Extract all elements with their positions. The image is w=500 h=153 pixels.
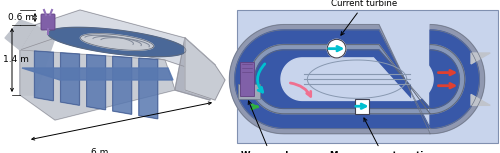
- Polygon shape: [235, 30, 480, 128]
- Polygon shape: [281, 58, 433, 100]
- Polygon shape: [48, 27, 186, 57]
- Polygon shape: [175, 38, 215, 100]
- Bar: [238, 84, 260, 99]
- Polygon shape: [86, 55, 106, 110]
- Polygon shape: [230, 25, 484, 134]
- Polygon shape: [20, 25, 55, 95]
- Polygon shape: [22, 68, 173, 80]
- Text: 1.4 m: 1.4 m: [3, 56, 29, 65]
- Bar: [240, 62, 254, 96]
- Bar: [355, 99, 370, 114]
- Text: Measurement section: Measurement section: [330, 118, 436, 153]
- Text: Current turbine: Current turbine: [331, 0, 398, 35]
- Polygon shape: [60, 53, 80, 105]
- Polygon shape: [185, 38, 225, 100]
- FancyBboxPatch shape: [41, 14, 55, 30]
- Circle shape: [328, 39, 346, 58]
- Polygon shape: [34, 51, 54, 101]
- Text: 6 m: 6 m: [92, 148, 108, 153]
- Text: Wave maker: Wave maker: [241, 101, 301, 153]
- Polygon shape: [139, 58, 158, 119]
- Polygon shape: [250, 45, 464, 114]
- Bar: [237, 10, 498, 143]
- Polygon shape: [254, 50, 460, 108]
- Polygon shape: [20, 50, 175, 120]
- Polygon shape: [471, 94, 490, 105]
- Text: 0.6 m: 0.6 m: [8, 13, 34, 22]
- Polygon shape: [113, 56, 132, 114]
- Polygon shape: [5, 20, 35, 50]
- Polygon shape: [471, 53, 490, 64]
- Polygon shape: [175, 38, 215, 100]
- Polygon shape: [80, 34, 154, 50]
- Polygon shape: [20, 10, 215, 75]
